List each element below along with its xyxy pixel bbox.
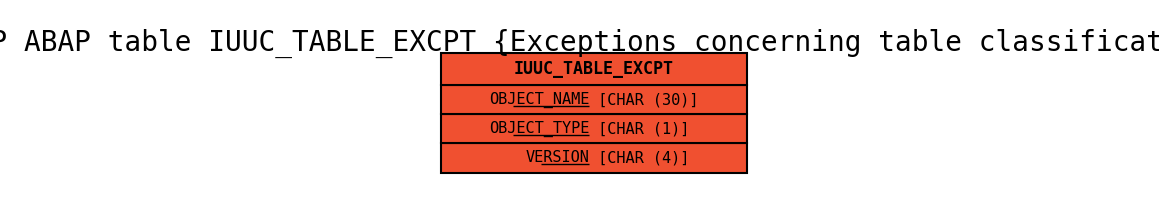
Text: [CHAR (30)]: [CHAR (30)]	[590, 92, 699, 107]
FancyBboxPatch shape	[442, 53, 746, 85]
FancyBboxPatch shape	[442, 143, 746, 173]
Text: [CHAR (4)]: [CHAR (4)]	[590, 150, 690, 165]
Text: IUUC_TABLE_EXCPT: IUUC_TABLE_EXCPT	[513, 60, 675, 78]
FancyBboxPatch shape	[442, 114, 746, 143]
Text: [CHAR (1)]: [CHAR (1)]	[590, 121, 690, 136]
Text: OBJECT_TYPE: OBJECT_TYPE	[489, 121, 590, 137]
Text: SAP ABAP table IUUC_TABLE_EXCPT {Exceptions concerning table classification}: SAP ABAP table IUUC_TABLE_EXCPT {Excepti…	[0, 28, 1159, 58]
FancyBboxPatch shape	[442, 85, 746, 114]
Text: VERSION: VERSION	[526, 150, 590, 165]
Text: OBJECT_NAME: OBJECT_NAME	[489, 92, 590, 108]
